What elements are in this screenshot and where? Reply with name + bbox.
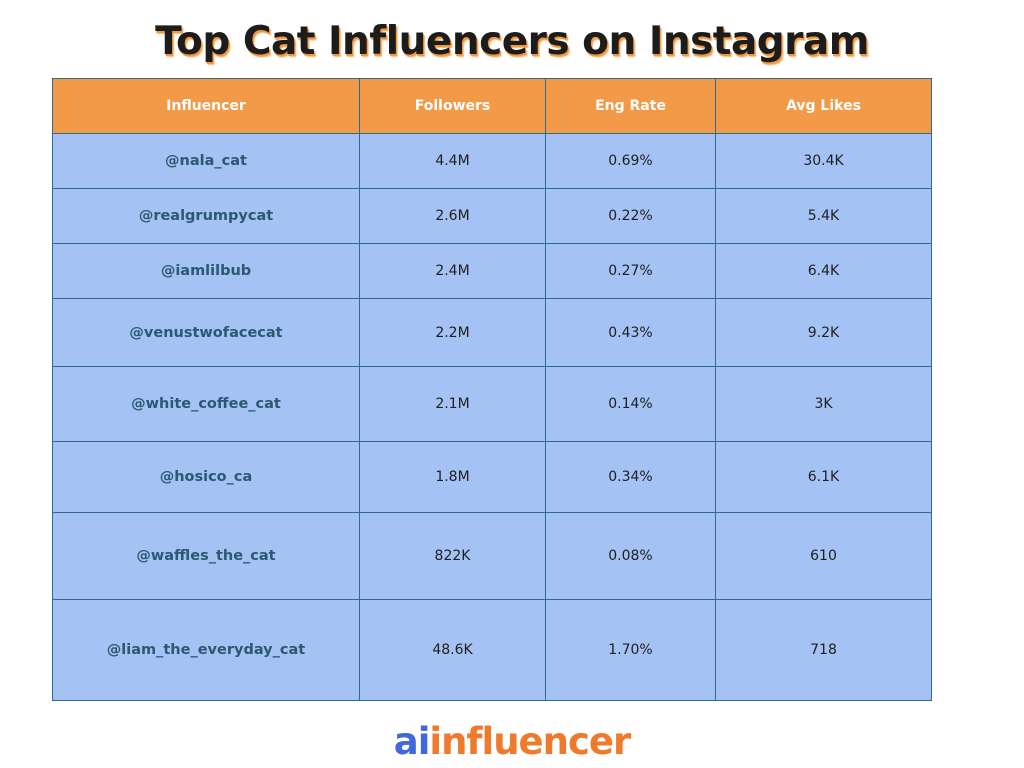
ainfluencer-logo: aiinfluencer	[0, 718, 1024, 766]
eng-rate-cell: 0.43%	[545, 298, 716, 367]
eng-rate-cell: 0.27%	[545, 243, 716, 299]
column-header-followers: Followers	[359, 78, 546, 134]
influencer-cell: @realgrumpycat	[52, 188, 360, 244]
table-row: @nala_cat 4.4M 0.69% 30.4K	[52, 133, 932, 189]
influencer-cell: @liam_the_everyday_cat	[52, 599, 360, 701]
page-title: Top Cat Influencers on Instagram	[155, 19, 869, 64]
influencer-cell: @iamlilbub	[52, 243, 360, 299]
influencer-cell: @waffles_the_cat	[52, 512, 360, 600]
avg-likes-cell: 3K	[715, 366, 932, 442]
table-row: @waffles_the_cat 822K 0.08% 610	[52, 512, 932, 600]
eng-rate-cell: 0.22%	[545, 188, 716, 244]
eng-rate-cell: 0.69%	[545, 133, 716, 189]
table-row: @venustwofacecat 2.2M 0.43% 9.2K	[52, 298, 932, 367]
table-row: @iamlilbub 2.4M 0.27% 6.4K	[52, 243, 932, 299]
followers-cell: 2.2M	[359, 298, 546, 367]
avg-likes-cell: 6.1K	[715, 441, 932, 513]
influencer-cell: @white_coffee_cat	[52, 366, 360, 442]
table-row: @realgrumpycat 2.6M 0.22% 5.4K	[52, 188, 932, 244]
eng-rate-cell: 0.14%	[545, 366, 716, 442]
followers-cell: 1.8M	[359, 441, 546, 513]
table-row: @liam_the_everyday_cat 48.6K 1.70% 718	[52, 599, 932, 701]
avg-likes-cell: 718	[715, 599, 932, 701]
column-header-eng-rate: Eng Rate	[545, 78, 716, 134]
followers-cell: 2.6M	[359, 188, 546, 244]
followers-cell: 2.4M	[359, 243, 546, 299]
avg-likes-cell: 610	[715, 512, 932, 600]
table-row: @white_coffee_cat 2.1M 0.14% 3K	[52, 366, 932, 442]
followers-cell: 48.6K	[359, 599, 546, 701]
influencer-table: Influencer Followers Eng Rate Avg Likes …	[52, 78, 932, 701]
logo-prefix: ai	[393, 720, 431, 763]
influencer-cell: @nala_cat	[52, 133, 360, 189]
avg-likes-cell: 9.2K	[715, 298, 932, 367]
eng-rate-cell: 0.08%	[545, 512, 716, 600]
followers-cell: 822K	[359, 512, 546, 600]
eng-rate-cell: 1.70%	[545, 599, 716, 701]
table-body: @nala_cat 4.4M 0.69% 30.4K @realgrumpycat 2.6…	[52, 133, 932, 701]
eng-rate-cell: 0.34%	[545, 441, 716, 513]
influencer-cell: @venustwofacecat	[52, 298, 360, 367]
avg-likes-cell: 6.4K	[715, 243, 932, 299]
influencer-cell: @hosico_ca	[52, 441, 360, 513]
table-row: @hosico_ca 1.8M 0.34% 6.1K	[52, 441, 932, 513]
avg-likes-cell: 30.4K	[715, 133, 932, 189]
column-header-influencer: Influencer	[52, 78, 360, 134]
followers-cell: 4.4M	[359, 133, 546, 189]
avg-likes-cell: 5.4K	[715, 188, 932, 244]
table-header-row: Influencer Followers Eng Rate Avg Likes	[52, 78, 932, 134]
column-header-avg-likes: Avg Likes	[715, 78, 932, 134]
logo-suffix: influencer	[429, 720, 631, 763]
followers-cell: 2.1M	[359, 366, 546, 442]
